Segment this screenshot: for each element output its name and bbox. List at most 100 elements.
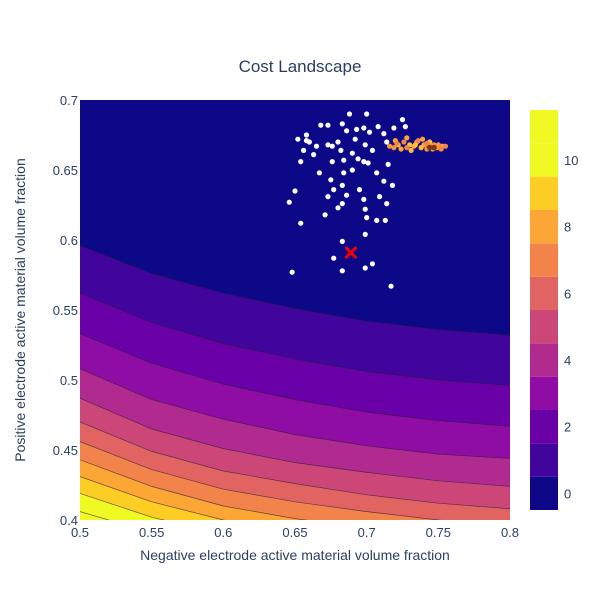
scatter-point — [362, 142, 368, 148]
y-tick-label: 0.4 — [60, 513, 78, 528]
scatter-point — [381, 178, 387, 184]
scatter-point — [318, 122, 324, 128]
scatter-point — [344, 192, 350, 198]
scatter-point — [292, 188, 298, 194]
y-axis-label: Positive electrode active material volum… — [12, 158, 28, 461]
colorbar-segment — [530, 443, 558, 477]
scatter-point — [341, 157, 347, 163]
x-axis-label: Negative electrode active material volum… — [140, 547, 450, 563]
scatter-point-converged — [435, 142, 441, 148]
y-tick-label: 0.45 — [53, 443, 78, 458]
scatter-point — [341, 170, 347, 176]
scatter-point — [346, 111, 353, 117]
scatter-point-converged — [418, 145, 424, 151]
scatter-point — [338, 147, 344, 153]
scatter-point — [329, 143, 335, 149]
scatter-point — [306, 139, 312, 145]
y-tick-label: 0.7 — [60, 93, 78, 108]
scatter-point-converged — [415, 138, 421, 144]
scatter-point-converged — [438, 146, 444, 152]
scatter-point-best — [426, 144, 433, 151]
scatter-point — [354, 126, 360, 132]
x-tick-label: 0.55 — [139, 525, 164, 540]
colorbar-tick-label: 2 — [564, 420, 571, 435]
scatter-point — [352, 136, 358, 142]
scatter-point-converged — [394, 140, 400, 146]
x-tick-label: 0.8 — [501, 525, 519, 540]
x-tick-label: 0.5 — [71, 525, 89, 540]
scatter-point — [339, 121, 345, 127]
scatter-point — [339, 182, 345, 188]
contour-line-1 — [80, 245, 510, 336]
x-tick-label: 0.75 — [426, 525, 451, 540]
scatter-point — [325, 194, 331, 200]
scatter-point — [362, 265, 368, 271]
y-tick-label: 0.5 — [60, 373, 78, 388]
scatter-point-converged — [387, 143, 393, 149]
scatter-point-converged — [401, 139, 407, 145]
scatter-point — [339, 268, 345, 274]
scatter-point — [384, 201, 390, 207]
scatter-point — [301, 147, 307, 153]
colorbar-segment — [530, 343, 558, 377]
scatter-point-converged — [391, 145, 397, 151]
contour-band-10 — [80, 493, 164, 520]
contour-line-3 — [80, 333, 510, 427]
colorbar-tick-label: 8 — [564, 220, 571, 235]
scatter-point — [339, 201, 345, 207]
x-tick-label: 0.6 — [214, 525, 232, 540]
x-axis: 0.5 0.55 0.6 0.65 0.7 0.75 0.8 — [71, 525, 519, 540]
scatter-point — [298, 159, 304, 165]
colorbar-tick-label: 6 — [564, 286, 571, 301]
scatter-point — [349, 167, 355, 173]
contour-line-9 — [80, 476, 226, 520]
colorbar-segment — [530, 210, 558, 244]
colorbar-segment — [530, 310, 558, 344]
scatter-point — [364, 111, 370, 117]
scatter-point — [361, 159, 367, 165]
scatter-point — [335, 139, 341, 145]
scatter-point — [325, 122, 331, 128]
colorbar-segment — [530, 143, 558, 177]
scatter-point — [316, 170, 322, 176]
scatter-point-converged — [424, 140, 430, 146]
contour-line-5 — [80, 397, 510, 487]
scatter-point — [365, 160, 371, 166]
scatter-point — [402, 124, 408, 130]
colorbar-tick-label: 0 — [564, 486, 571, 501]
contour-line-10 — [80, 493, 166, 520]
scatter-point-converged — [412, 142, 418, 148]
y-tick-label: 0.55 — [53, 303, 78, 318]
scatter-point — [295, 136, 301, 142]
scatter-point — [322, 212, 328, 218]
scatter-point — [376, 194, 383, 200]
scatter-point — [391, 125, 397, 131]
scatter-point — [313, 143, 320, 149]
scatter-point — [374, 170, 380, 176]
colorbar-tick-label: 10 — [564, 153, 578, 168]
colorbar-segment — [530, 176, 558, 210]
scatter-point — [366, 129, 373, 135]
scatter-point — [303, 132, 310, 138]
scatter-point — [382, 217, 388, 223]
contour-line-8 — [80, 459, 308, 520]
colorbar: 0 2 4 6 8 10 — [530, 110, 578, 510]
scatter-point — [362, 231, 368, 237]
scatter-point — [381, 131, 387, 137]
scatter-point — [344, 128, 350, 134]
scatter-point — [369, 147, 375, 153]
scatter-point-converged — [408, 147, 414, 153]
y-tick-label: 0.6 — [60, 233, 78, 248]
scatter-point — [329, 159, 335, 165]
scatter-point — [325, 142, 331, 148]
optimum-marker-x — [344, 246, 357, 259]
scatter-point — [339, 238, 345, 244]
optimum-marker — [344, 246, 357, 259]
scatter-point — [364, 215, 370, 221]
scatter-point — [298, 220, 304, 226]
scatter-point — [356, 187, 363, 193]
scatter-point-converged — [419, 136, 426, 142]
x-tick-label: 0.7 — [358, 525, 376, 540]
